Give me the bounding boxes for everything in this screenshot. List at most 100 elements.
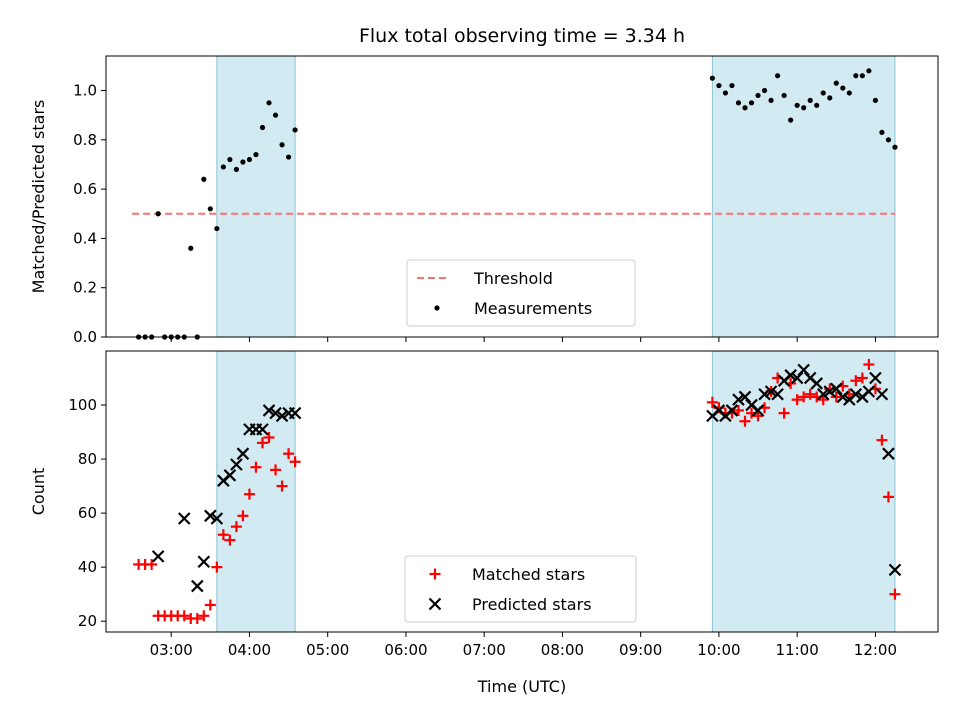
data-point — [869, 371, 882, 385]
data-point — [709, 75, 715, 81]
x-tick-label: 06:00 — [384, 641, 427, 659]
data-point — [882, 491, 894, 503]
data-point — [856, 372, 868, 384]
legend: Matched stars Predicted stars — [404, 555, 637, 623]
data-point — [706, 396, 718, 408]
axes-frame — [105, 350, 939, 633]
data-point — [889, 588, 901, 600]
data-point — [227, 156, 233, 163]
data-point — [283, 448, 295, 460]
series-measurements — [136, 68, 898, 340]
data-point — [204, 509, 217, 523]
data-point — [722, 90, 729, 96]
data-point — [846, 90, 852, 96]
data-point — [735, 100, 742, 106]
legend-label: Threshold — [473, 269, 553, 288]
data-point — [230, 458, 243, 471]
data-point — [263, 431, 275, 443]
data-point — [240, 159, 246, 165]
y-tick-label: 100 — [68, 396, 97, 414]
legend-label: Measurements — [474, 299, 592, 318]
data-point — [742, 105, 748, 111]
data-point — [820, 90, 826, 96]
shaded-span-1 — [711, 55, 896, 338]
data-point — [256, 423, 269, 436]
upper-panel: 0.0 0.2 0.4 0.6 0.8 1.0 Flux total observing t… — [29, 25, 939, 346]
data-point — [207, 206, 213, 212]
data-point — [830, 391, 842, 403]
x-tick-label: 05:00 — [306, 641, 349, 659]
y-tick-label: 0.2 — [73, 279, 97, 297]
data-point — [768, 97, 774, 103]
y-axis-label: Count — [29, 468, 48, 516]
data-point — [751, 404, 765, 417]
data-point — [285, 154, 292, 160]
data-point — [292, 127, 298, 133]
data-point — [862, 385, 876, 398]
data-point — [816, 387, 830, 401]
data-point — [276, 480, 288, 492]
data-point — [872, 97, 879, 103]
axes-frame — [105, 55, 939, 338]
legend: Threshold Measurements — [406, 259, 636, 327]
data-point — [223, 469, 237, 482]
data-point — [771, 387, 784, 401]
data-point — [270, 464, 282, 476]
data-point — [888, 563, 902, 577]
x-tick-label: 04:00 — [228, 641, 271, 659]
data-point — [863, 359, 875, 371]
data-point — [817, 394, 829, 406]
legend-marker-swatch — [428, 597, 442, 611]
legend-box — [406, 259, 636, 327]
data-point — [794, 102, 800, 108]
data-point — [752, 410, 764, 422]
data-point — [748, 100, 755, 106]
data-point — [882, 447, 895, 460]
data-point — [151, 550, 165, 563]
lower-panel: 20 40 60 80 100 03:00 04:00 05:00 06:00 07:00 08:0… — [29, 350, 939, 696]
data-point — [764, 385, 778, 398]
data-point — [269, 406, 282, 420]
data-point — [788, 117, 794, 123]
x-tick-label: 11:00 — [776, 641, 819, 659]
data-point — [237, 510, 249, 522]
data-point — [259, 124, 266, 131]
data-point — [210, 512, 224, 525]
y-tick-label: 40 — [78, 558, 97, 576]
data-point — [725, 404, 739, 417]
y-tick-label: 1.0 — [73, 82, 97, 100]
data-point — [288, 406, 302, 420]
legend-marker-swatch — [429, 568, 441, 580]
data-point — [804, 388, 816, 400]
data-point — [875, 387, 889, 401]
data-point — [253, 151, 259, 158]
data-point — [178, 610, 190, 622]
x-axis-label: Time (UTC) — [477, 677, 566, 696]
data-point — [204, 599, 216, 611]
data-point — [272, 112, 279, 118]
data-point — [191, 579, 204, 593]
data-point — [243, 488, 255, 500]
x-tick-label: 03:00 — [150, 641, 193, 659]
data-point — [197, 555, 211, 569]
data-point — [801, 105, 807, 111]
y-tick-label: 0.8 — [73, 131, 97, 149]
y-tick-label: 0.6 — [73, 180, 97, 198]
data-point — [859, 73, 865, 79]
legend-box — [404, 555, 637, 623]
data-point — [797, 363, 810, 377]
data-point — [892, 144, 898, 150]
data-point — [732, 393, 745, 406]
data-point — [739, 415, 751, 427]
data-point — [823, 385, 837, 398]
x-tick-label: 12:00 — [854, 641, 897, 659]
data-point — [217, 529, 229, 541]
data-point — [814, 102, 820, 108]
x-tick-label: 09:00 — [619, 641, 662, 659]
y-tick-label: 80 — [78, 450, 97, 468]
x-tick-label: 10:00 — [697, 641, 740, 659]
data-point — [198, 610, 210, 622]
data-point — [250, 461, 262, 473]
data-point — [262, 404, 276, 417]
